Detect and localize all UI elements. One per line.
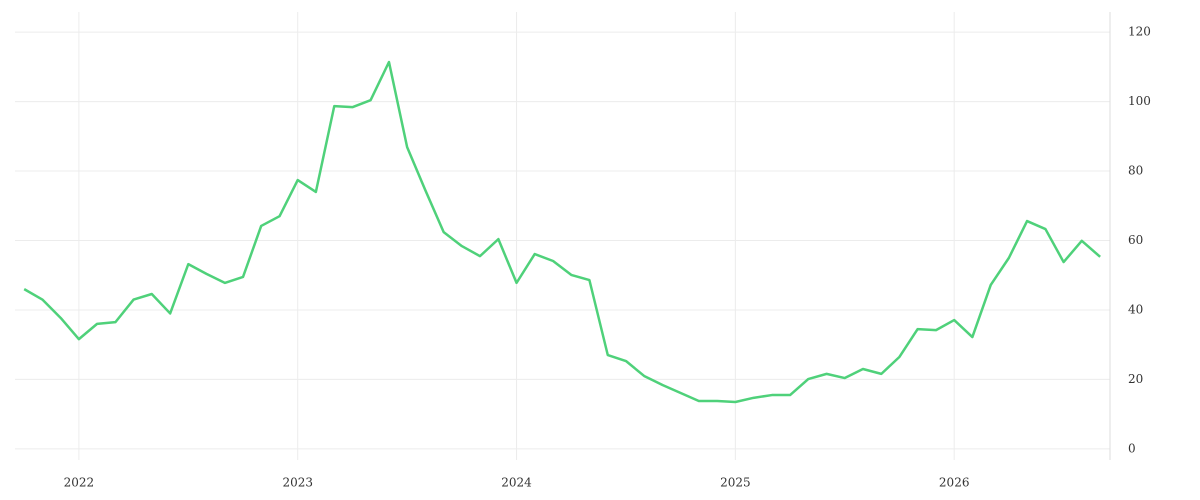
x-tick-label: 2026: [939, 476, 970, 490]
x-tick-label: 2024: [501, 476, 532, 490]
y-tick-label: 80: [1128, 164, 1143, 178]
x-tick-label: 2023: [282, 476, 313, 490]
line: [23, 60, 1101, 404]
y-tick-label: 100: [1128, 94, 1151, 108]
y-tick-label: 40: [1128, 302, 1143, 316]
x-tick-label: 2022: [64, 476, 95, 490]
y-tick-label: 0: [1128, 441, 1136, 455]
x-tick-label: 2025: [720, 476, 751, 490]
y-tick-label: 60: [1128, 233, 1143, 247]
y-tick-label: 20: [1128, 372, 1143, 386]
y-tick-label: 120: [1128, 25, 1151, 39]
